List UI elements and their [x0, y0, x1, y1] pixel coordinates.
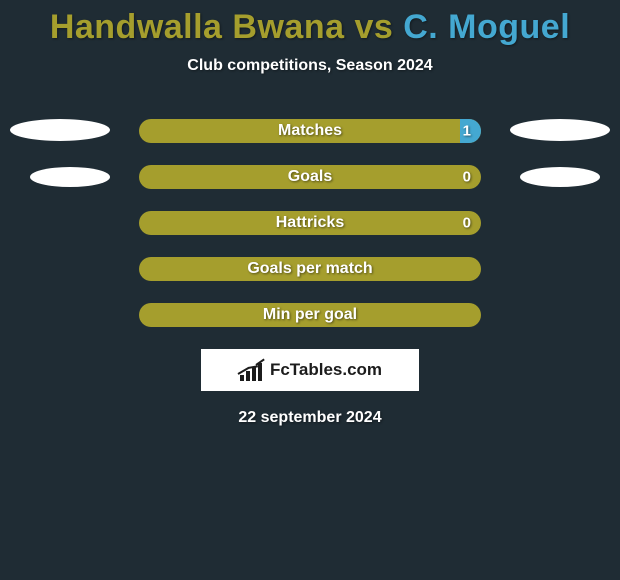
stat-bar-track: Goals per match — [139, 257, 481, 281]
stat-row: Hattricks0 — [0, 211, 620, 235]
date-text: 22 september 2024 — [0, 409, 620, 427]
stat-value-right: 0 — [463, 169, 471, 186]
stat-row: Goals0 — [0, 165, 620, 189]
stat-bar-track: Goals0 — [139, 165, 481, 189]
stat-row: Matches1 — [0, 119, 620, 143]
logo-text: FcTables.com — [270, 360, 382, 380]
logo-box: FcTables.com — [201, 349, 419, 391]
placeholder-ellipse-right — [520, 167, 600, 187]
stat-bar-track: Matches1 — [139, 119, 481, 143]
subtitle: Club competitions, Season 2024 — [0, 57, 620, 75]
stat-value-right: 1 — [463, 123, 471, 140]
stat-row: Goals per match — [0, 257, 620, 281]
stat-value-right: 0 — [463, 215, 471, 232]
stat-rows: Matches1Goals0Hattricks0Goals per matchM… — [0, 119, 620, 327]
stat-label: Hattricks — [139, 214, 481, 232]
stat-bar-track: Min per goal — [139, 303, 481, 327]
comparison-title: Handwalla Bwana vs C. Moguel — [0, 0, 620, 47]
logo-inner: FcTables.com — [238, 359, 382, 381]
placeholder-ellipse-right — [510, 119, 610, 141]
stat-bar-track: Hattricks0 — [139, 211, 481, 235]
player1-name: Handwalla Bwana — [50, 8, 345, 46]
placeholder-ellipse-left — [30, 167, 110, 187]
stat-label: Goals per match — [139, 260, 481, 278]
bar-chart-icon — [238, 359, 266, 381]
stat-row: Min per goal — [0, 303, 620, 327]
stat-label: Min per goal — [139, 306, 481, 324]
placeholder-ellipse-left — [10, 119, 110, 141]
player2-name: C. Moguel — [403, 8, 570, 46]
vs-text: vs — [345, 8, 404, 46]
stat-label: Goals — [139, 168, 481, 186]
stat-label: Matches — [139, 122, 481, 140]
